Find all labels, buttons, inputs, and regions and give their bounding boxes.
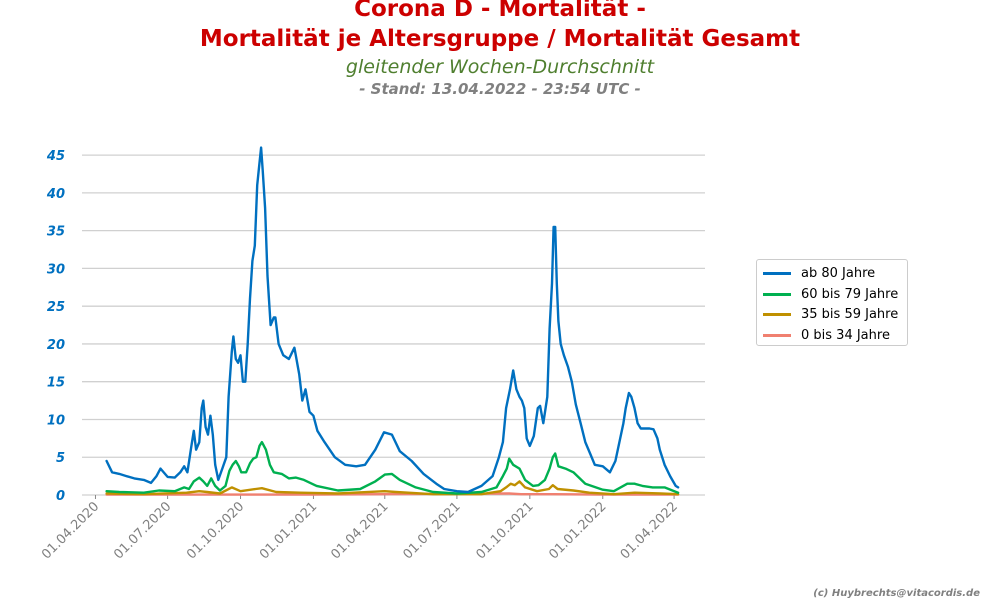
legend-swatch-1	[763, 292, 791, 296]
legend-swatch-3	[763, 334, 791, 338]
chart-title-line1: Corona D - Mortalität -	[354, 0, 646, 22]
y-tick-label: 35	[47, 225, 65, 240]
legend-label: 60 bis 79 Jahre	[801, 286, 899, 302]
credit-text: (c) Huybrechts@vitacordis.de	[813, 588, 980, 599]
y-axis-tick-labels: 0 5 10 15 20 25 30 35 40 45	[46, 149, 65, 504]
x-tick-label: 01.07.2020	[111, 499, 174, 562]
legend-swatch-2	[763, 313, 791, 317]
y-tick-label: 25	[47, 300, 65, 315]
x-tick-label: 01.10.2021	[473, 499, 536, 562]
legend: ab 80 Jahre 60 bis 79 Jahre 35 bis 59 Ja…	[756, 259, 908, 346]
legend-item: 0 bis 34 Jahre	[763, 325, 907, 346]
legend-label: ab 80 Jahre	[801, 265, 876, 281]
y-tick-label: 45	[46, 149, 65, 164]
x-tick-label: 01.07.2021	[400, 499, 463, 562]
x-tick-label: 01.01.2022	[546, 499, 609, 562]
series-lines	[105, 146, 680, 496]
x-axis-tick-labels: 01.04.2020 01.07.2020 01.10.2020 01.01.2021…	[39, 495, 681, 562]
y-tick-label: 20	[47, 338, 65, 353]
y-tick-label: 15	[47, 376, 65, 391]
y-tick-label: 40	[46, 187, 65, 202]
legend-label: 35 bis 59 Jahre	[801, 307, 899, 323]
series-line	[105, 440, 680, 495]
y-tick-label: 30	[47, 262, 65, 277]
chart-title-line2: Mortalität je Altersgruppe / Mortalität …	[199, 26, 801, 52]
x-tick-label: 01.01.2021	[257, 499, 320, 562]
x-tick-label: 01.04.2020	[39, 499, 102, 562]
series-line	[105, 492, 680, 496]
series-line	[105, 146, 680, 494]
grid-lines	[82, 154, 705, 496]
series-line	[105, 480, 680, 496]
y-tick-label: 0	[56, 489, 65, 504]
x-tick-label: 01.04.2021	[328, 499, 391, 562]
chart-stand: - Stand: 13.04.2022 - 23:54 UTC -	[359, 80, 641, 98]
legend-label: 0 bis 34 Jahre	[801, 328, 890, 344]
y-tick-label: 5	[56, 451, 65, 466]
chart-subtitle: gleitender Wochen-Durchschnitt	[345, 56, 655, 78]
x-tick-label: 01.04.2022	[618, 499, 681, 562]
legend-item: 60 bis 79 Jahre	[763, 284, 907, 305]
y-tick-label: 10	[47, 413, 65, 428]
legend-item: ab 80 Jahre	[763, 263, 907, 284]
legend-item: 35 bis 59 Jahre	[763, 305, 907, 326]
legend-swatch-0	[763, 271, 791, 275]
x-tick-label: 01.10.2020	[184, 499, 247, 562]
